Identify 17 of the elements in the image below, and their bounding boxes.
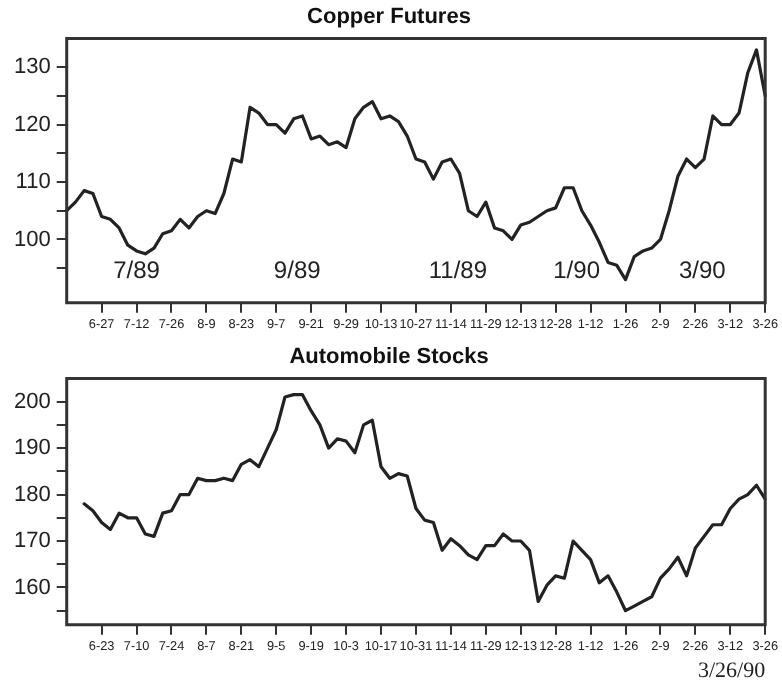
y-tick-label: 190: [13, 436, 51, 461]
annotation: 11/89: [428, 255, 488, 284]
annotation: 1/90: [553, 255, 601, 284]
y-tick-label: 130: [13, 55, 51, 80]
annotation: 7/89: [113, 255, 161, 284]
annotation: 9/89: [273, 255, 322, 284]
y-tick-label: 180: [13, 482, 51, 507]
y-tick-label: 160: [13, 575, 51, 600]
chart-title: Automobile Stocks: [289, 345, 489, 370]
y-tick-label: 200: [13, 389, 51, 414]
y-tick-label: 110: [15, 170, 51, 195]
annotation: 3/90: [678, 255, 727, 284]
text: 3/26/90: [697, 658, 767, 683]
y-tick-label: 120: [13, 112, 51, 137]
chart-title: Copper Futures: [307, 5, 471, 30]
y-tick-label: 100: [13, 227, 51, 252]
y-tick-label: 170: [13, 529, 51, 554]
